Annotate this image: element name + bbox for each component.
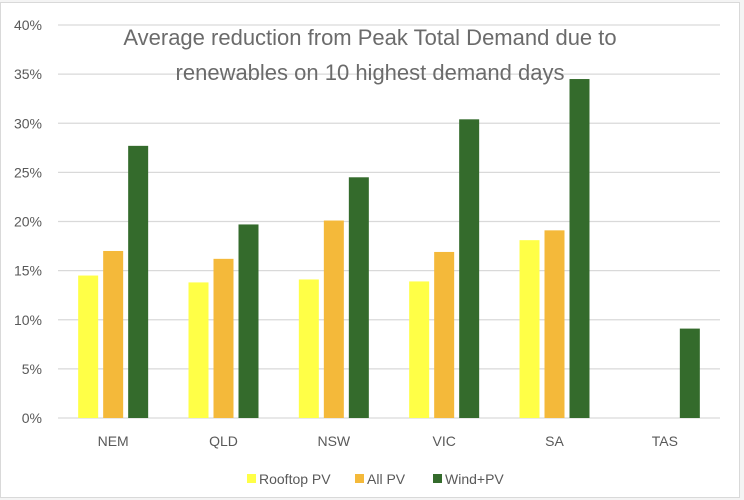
legend-label: All PV — [367, 471, 406, 487]
legend-swatch — [355, 474, 364, 483]
legend: Rooftop PV All PV Wind+PV — [247, 471, 504, 487]
bars — [78, 79, 700, 418]
y-tick-label: 10% — [14, 312, 42, 328]
legend-label: Rooftop PV — [259, 471, 331, 487]
bar-sa-rooftop-pv — [519, 240, 540, 418]
x-tick-label: QLD — [209, 433, 238, 449]
y-tick-label: 20% — [14, 214, 42, 230]
chart-title-line-2: renewables on 10 highest demand days — [176, 60, 565, 85]
bar-vic-rooftop-pv — [409, 281, 430, 418]
chart-title-line-1: Average reduction from Peak Total Demand… — [123, 25, 616, 50]
x-tick-label: NEM — [98, 433, 129, 449]
x-tick-label: TAS — [652, 433, 678, 449]
bar-sa-all-pv — [544, 230, 565, 418]
bar-nsw-rooftop-pv — [298, 279, 319, 418]
y-axis-ticks: 0% 5% 10% 15% 20% 25% 30% 35% 40% — [14, 17, 42, 426]
bar-sa-wind-pv — [569, 79, 590, 418]
y-tick-label: 0% — [22, 410, 42, 426]
bar-nsw-all-pv — [323, 220, 344, 418]
y-tick-label: 25% — [14, 164, 42, 180]
gridlines — [58, 24, 720, 419]
bar-nem-wind-pv — [128, 145, 149, 418]
x-tick-label: SA — [545, 433, 564, 449]
y-tick-label: 35% — [14, 66, 42, 82]
y-tick-label: 5% — [22, 361, 42, 377]
bar-nem-rooftop-pv — [78, 275, 99, 418]
legend-swatch — [433, 474, 442, 483]
bar-vic-all-pv — [434, 251, 455, 418]
bar-qld-rooftop-pv — [188, 282, 209, 418]
bar-qld-wind-pv — [238, 224, 259, 418]
bar-nem-all-pv — [103, 250, 124, 418]
bar-vic-wind-pv — [459, 119, 480, 418]
bar-tas-wind-pv — [679, 328, 700, 418]
y-tick-label: 15% — [14, 263, 42, 279]
y-tick-label: 30% — [14, 115, 42, 131]
x-tick-label: NSW — [317, 433, 350, 449]
y-tick-label: 40% — [14, 17, 42, 33]
x-tick-label: VIC — [432, 433, 455, 449]
legend-swatch — [247, 474, 256, 483]
x-axis-ticks: NEM QLD NSW VIC SA TAS — [98, 433, 678, 449]
legend-label: Wind+PV — [445, 471, 504, 487]
bar-nsw-wind-pv — [348, 177, 369, 418]
bar-qld-all-pv — [213, 258, 234, 418]
